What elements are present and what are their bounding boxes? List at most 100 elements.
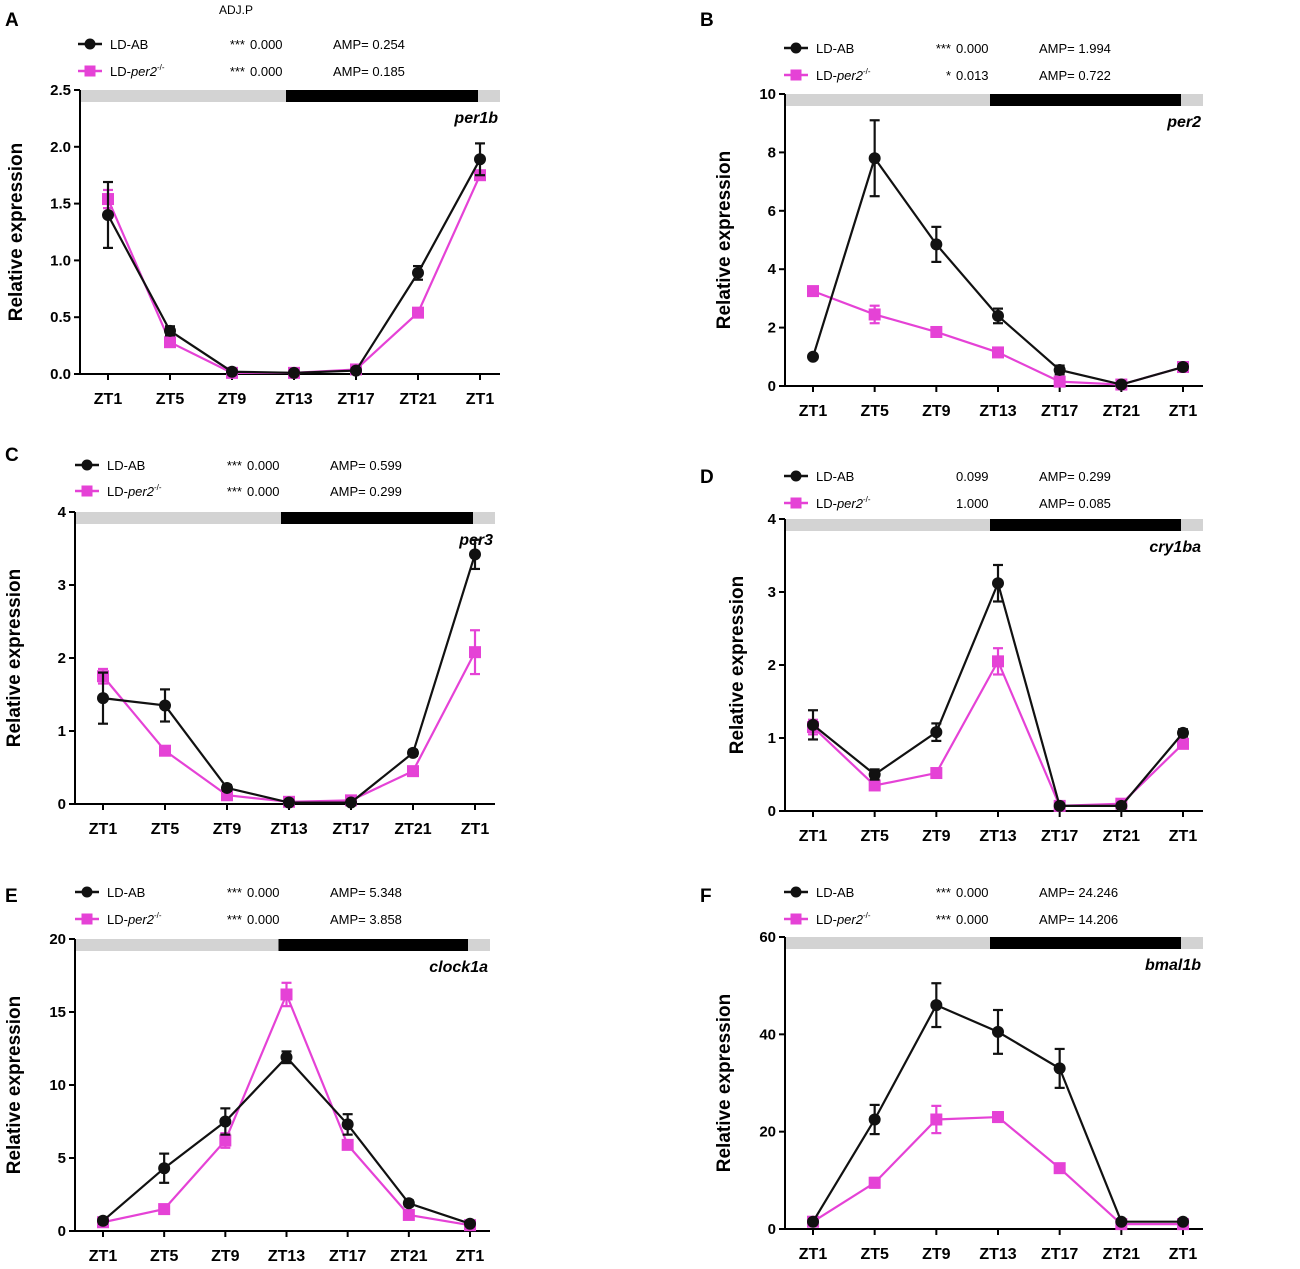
legend-significance: * — [946, 68, 951, 83]
series-line — [102, 554, 477, 804]
data-point — [226, 365, 238, 378]
legend-entry: LD-AB *** 0.000 AMP= 0.599 — [75, 458, 402, 473]
data-point — [807, 285, 819, 298]
legend-marker-square — [790, 69, 802, 81]
legend-label: LD-AB — [816, 469, 854, 484]
x-tick-label: ZT9 — [922, 403, 951, 420]
legend-significance: *** — [936, 41, 951, 56]
x-tick-label: ZT9 — [922, 1246, 951, 1263]
data-point — [868, 308, 881, 321]
legend-entry: LD-AB *** 0.000 AMP= 5.348 — [75, 885, 402, 900]
data-point — [1053, 799, 1066, 812]
series-ld-ab — [102, 142, 486, 379]
series-line — [812, 1115, 1183, 1226]
legend-marker-circle — [84, 38, 96, 50]
x-tick-label: ZT5 — [150, 1248, 179, 1265]
data-point — [345, 796, 357, 809]
data-point — [1177, 726, 1189, 739]
x-tick-label: ZT17 — [332, 821, 369, 838]
legend-label: LD-AB — [107, 458, 145, 473]
data-point — [97, 692, 109, 705]
data-point — [1053, 375, 1066, 388]
y-tick-label: 4 — [768, 511, 777, 528]
data-point — [1053, 1062, 1066, 1075]
data-point — [1115, 1215, 1128, 1228]
data-point — [159, 744, 171, 757]
series-ld-ab — [807, 119, 1189, 391]
light-phase-bar-end — [468, 939, 490, 951]
x-tick-label: ZT17 — [1041, 1246, 1078, 1263]
data-point — [807, 1215, 819, 1228]
x-tick-label: ZT1 — [799, 403, 828, 420]
y-tick-label: 2 — [768, 320, 776, 337]
data-point — [412, 266, 424, 279]
x-tick-label: ZT5 — [860, 403, 889, 420]
legend-marker-square — [81, 485, 93, 497]
y-tick-label: 0.5 — [50, 309, 71, 326]
data-point — [807, 718, 819, 731]
data-point — [930, 238, 943, 251]
x-tick-label: ZT13 — [268, 1248, 305, 1265]
series-line — [812, 579, 1184, 807]
data-point — [930, 325, 943, 338]
legend-amp: AMP= 3.858 — [330, 912, 402, 927]
series-ld-ab — [97, 538, 481, 809]
series-ld-per2 — [807, 647, 1189, 812]
data-point — [350, 364, 362, 377]
data-point — [930, 999, 943, 1012]
legend-amp: AMP= 0.085 — [1039, 496, 1111, 511]
legend-label: LD-per2-/- — [107, 483, 162, 499]
legend-entry: LD-per2-/- 1.000 AMP= 0.085 — [784, 495, 1111, 511]
legend-amp: AMP= 0.185 — [333, 64, 405, 79]
y-tick-label: 60 — [759, 929, 776, 946]
x-tick-label: ZT21 — [1103, 403, 1140, 420]
legend-significance: *** — [227, 484, 242, 499]
data-point — [868, 1176, 881, 1189]
y-tick-label: 15 — [49, 1004, 66, 1021]
x-tick-label: ZT17 — [329, 1248, 366, 1265]
y-tick-label: 2.5 — [50, 82, 71, 99]
legend-adjp: 0.013 — [956, 68, 989, 83]
data-point — [221, 781, 233, 794]
y-tick-label: 1.5 — [50, 196, 71, 213]
legend-label: LD-per2-/- — [107, 911, 162, 927]
light-phase-bar-end — [1181, 519, 1203, 531]
legend-significance: *** — [936, 885, 951, 900]
legend-entry: LD-per2-/- * 0.013 AMP= 0.722 — [784, 67, 1111, 83]
data-point — [930, 1113, 943, 1126]
light-phase-bar — [785, 937, 990, 949]
y-axis-label: Relative expression — [4, 996, 25, 1174]
x-tick-label: ZT13 — [979, 1246, 1016, 1263]
x-tick-label: ZT13 — [275, 391, 312, 408]
x-tick-label: ZT1 — [461, 821, 490, 838]
x-tick-label: ZT9 — [922, 828, 951, 845]
y-tick-label: 0 — [768, 803, 776, 820]
legend-entry: LD-per2-/- *** 0.000 AMP= 0.185 — [78, 63, 405, 79]
legend-label: LD-per2-/- — [816, 495, 871, 511]
data-point — [164, 336, 176, 349]
panel-C: C LD-AB *** 0.000 AMP= 0.599 LD-per2-/- *** 0.0… — [4, 445, 495, 838]
legend-marker-circle — [790, 42, 802, 54]
panel-letter: F — [700, 886, 712, 907]
legend-label: LD-per2-/- — [816, 67, 871, 83]
x-tick-label: ZT17 — [1041, 403, 1078, 420]
series-line — [102, 991, 471, 1227]
y-tick-label: 0.0 — [50, 366, 71, 383]
data-point — [407, 746, 419, 759]
series-line — [812, 658, 1184, 808]
x-tick-label: ZT1 — [89, 821, 118, 838]
series-line — [107, 158, 481, 374]
y-tick-label: 3 — [58, 577, 66, 594]
panel-letter: D — [700, 467, 714, 488]
light-phase-bar-end — [1181, 94, 1203, 106]
y-tick-label: 2.0 — [50, 139, 71, 156]
data-point — [219, 1134, 232, 1147]
x-tick-label: ZT21 — [1103, 828, 1140, 845]
series-line — [102, 1055, 471, 1225]
legend-label: LD-AB — [110, 37, 148, 52]
y-tick-label: 10 — [759, 86, 776, 103]
data-point — [280, 988, 293, 1001]
x-tick-label: ZT1 — [466, 391, 495, 408]
legend-amp: AMP= 5.348 — [330, 885, 402, 900]
